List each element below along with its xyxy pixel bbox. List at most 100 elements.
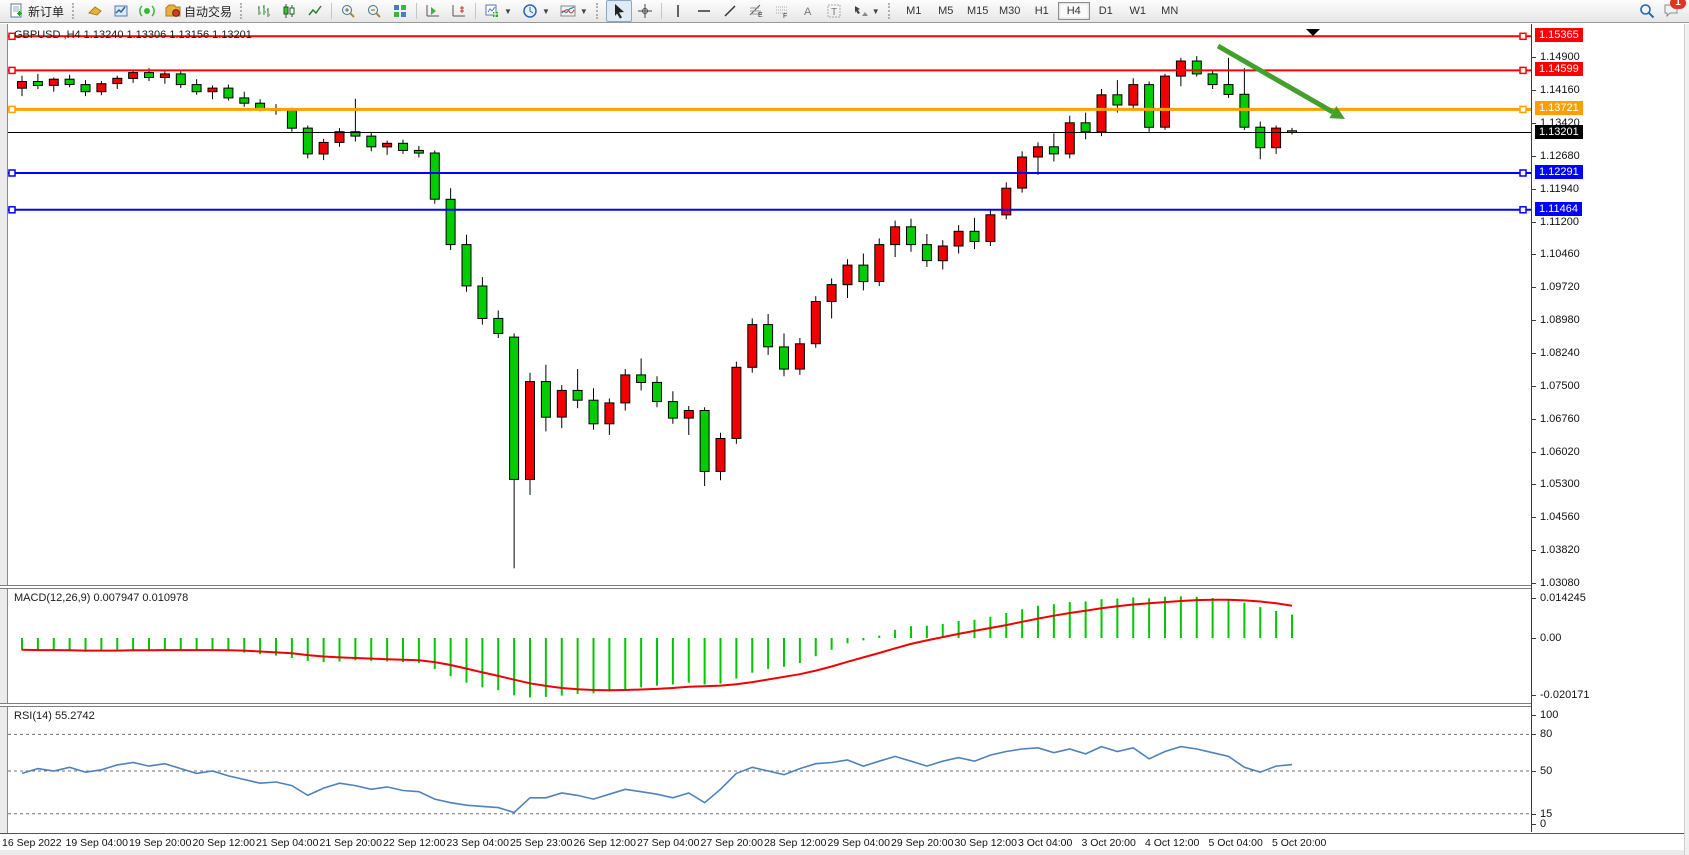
- down-triangle-marker[interactable]: [1306, 29, 1320, 36]
- profiles-button[interactable]: ▼: [517, 0, 555, 22]
- market-watch-button[interactable]: [108, 0, 134, 22]
- horizontal-line-object[interactable]: [8, 206, 1531, 214]
- candle-body[interactable]: [128, 72, 139, 79]
- grid-tool-button[interactable]: F: [769, 0, 795, 22]
- candle-body[interactable]: [17, 81, 27, 89]
- candle-body[interactable]: [921, 244, 932, 262]
- candle-body[interactable]: [382, 142, 393, 148]
- candle-body[interactable]: [1207, 73, 1218, 86]
- candle-body[interactable]: [1001, 187, 1012, 216]
- candle-body[interactable]: [604, 402, 615, 425]
- tab-timeframe-h1[interactable]: H1: [1034, 5, 1049, 17]
- candle-body[interactable]: [890, 226, 901, 246]
- zoom-out-button[interactable]: [361, 0, 387, 22]
- candle-body[interactable]: [794, 343, 805, 370]
- candle-body[interactable]: [398, 142, 408, 151]
- candle-body[interactable]: [32, 81, 43, 86]
- candle-body[interactable]: [64, 78, 75, 86]
- horizontal-line-object[interactable]: [8, 169, 1531, 177]
- candle-body[interactable]: [985, 214, 996, 243]
- candle-body[interactable]: [826, 284, 837, 303]
- candle-body[interactable]: [1128, 84, 1139, 106]
- candle-body[interactable]: [906, 226, 916, 246]
- candle-body[interactable]: [112, 77, 123, 85]
- candle-body[interactable]: [318, 141, 329, 155]
- candle-body[interactable]: [493, 317, 504, 334]
- candle-body[interactable]: [652, 381, 662, 402]
- candle-body[interactable]: [239, 97, 250, 104]
- pane-separator[interactable]: [0, 703, 1689, 707]
- candle-body[interactable]: [80, 84, 91, 93]
- macd-pane[interactable]: [8, 589, 1531, 702]
- trendline-tool-button[interactable]: [717, 0, 743, 22]
- candle-body[interactable]: [699, 410, 710, 472]
- candle-body[interactable]: [191, 84, 202, 93]
- candle-body[interactable]: [1223, 84, 1234, 95]
- candle-body[interactable]: [620, 374, 631, 404]
- line-handle[interactable]: [1519, 169, 1527, 177]
- zoom-in-button[interactable]: [335, 0, 361, 22]
- tab-timeframe-d1[interactable]: D1: [1098, 5, 1113, 17]
- candle-body[interactable]: [556, 389, 567, 418]
- candle-body[interactable]: [350, 131, 361, 137]
- candle-body[interactable]: [461, 244, 472, 287]
- chart-shift-button[interactable]: [420, 0, 446, 22]
- tab-timeframe-mn[interactable]: MN: [1161, 5, 1179, 17]
- candle-body[interactable]: [1080, 122, 1091, 133]
- candle-body[interactable]: [731, 366, 742, 439]
- candle-body[interactable]: [207, 87, 218, 93]
- candle-body[interactable]: [1064, 122, 1075, 155]
- search-icon[interactable]: [1639, 3, 1655, 19]
- candle-body[interactable]: [48, 78, 59, 86]
- autotrade-button[interactable]: 自动交易: [160, 0, 237, 22]
- new-chart-button[interactable]: ▼: [479, 0, 517, 22]
- candle-body[interactable]: [1175, 60, 1186, 77]
- candle-body[interactable]: [477, 285, 488, 319]
- line-chart-mode-button[interactable]: [302, 0, 328, 22]
- pane-separator[interactable]: [0, 585, 1689, 589]
- candle-body[interactable]: [1271, 127, 1282, 149]
- tab-timeframe-h4[interactable]: H4: [1057, 2, 1090, 20]
- line-handle[interactable]: [1519, 105, 1527, 114]
- crosshair-tool-button[interactable]: [632, 0, 658, 22]
- candle-body[interactable]: [286, 109, 297, 129]
- candle-body[interactable]: [1191, 60, 1202, 75]
- candle-body[interactable]: [1033, 146, 1043, 158]
- candle-body[interactable]: [1255, 126, 1266, 149]
- candle-body[interactable]: [223, 87, 234, 99]
- line-handle[interactable]: [8, 66, 16, 75]
- indicators-button[interactable]: ▼: [555, 0, 593, 22]
- candle-body[interactable]: [144, 72, 154, 78]
- candle-body[interactable]: [1096, 94, 1107, 133]
- candle-body[interactable]: [810, 301, 821, 345]
- candle-body[interactable]: [1160, 75, 1170, 128]
- rsi-pane[interactable]: [8, 707, 1531, 831]
- line-handle[interactable]: [8, 105, 16, 114]
- horizontal-line-tool-button[interactable]: [691, 0, 717, 22]
- horizontal-line-object[interactable]: [8, 66, 1531, 75]
- bar-chart-mode-button[interactable]: [250, 0, 276, 22]
- line-handle[interactable]: [1519, 32, 1527, 41]
- text-tool-button[interactable]: A: [795, 0, 821, 22]
- tab-timeframe-m30[interactable]: M30: [999, 5, 1021, 17]
- candle-body[interactable]: [1048, 146, 1059, 155]
- candle-body[interactable]: [588, 399, 599, 425]
- candle-body[interactable]: [413, 149, 424, 154]
- candle-body[interactable]: [636, 374, 647, 383]
- candle-body[interactable]: [715, 438, 726, 472]
- tab-timeframe-m5[interactable]: M5: [938, 5, 954, 17]
- candle-body[interactable]: [969, 230, 980, 243]
- tab-timeframe-m1[interactable]: M1: [906, 5, 922, 17]
- cursor-tool-button[interactable]: [605, 0, 632, 22]
- candle-body[interactable]: [366, 135, 377, 148]
- candle-body[interactable]: [763, 324, 774, 348]
- candle-body[interactable]: [842, 264, 853, 286]
- candle-body[interactable]: [429, 152, 440, 200]
- candle-body[interactable]: [445, 198, 456, 246]
- tile-windows-button[interactable]: [387, 0, 413, 22]
- horizontal-line-object[interactable]: [8, 105, 1531, 114]
- candle-body[interactable]: [572, 389, 583, 401]
- candle-body[interactable]: [683, 410, 694, 419]
- candle-body[interactable]: [667, 401, 678, 419]
- candle-body[interactable]: [874, 244, 885, 283]
